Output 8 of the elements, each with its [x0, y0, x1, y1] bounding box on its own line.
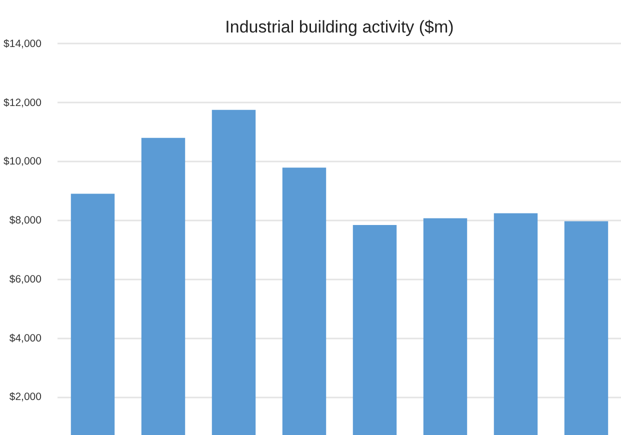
y-tick-label: $12,000 — [4, 96, 42, 109]
y-tick-label: $6,000 — [9, 273, 42, 286]
y-tick-label: $8,000 — [9, 214, 42, 227]
y-tick-label: $4,000 — [9, 332, 42, 344]
y-tick-label: $10,000 — [4, 156, 42, 168]
y-tick-label: $2,000 — [9, 391, 42, 404]
y-tick-label: $14,000 — [4, 38, 42, 50]
chart-title: Industrial building activity ($m) — [225, 18, 454, 36]
